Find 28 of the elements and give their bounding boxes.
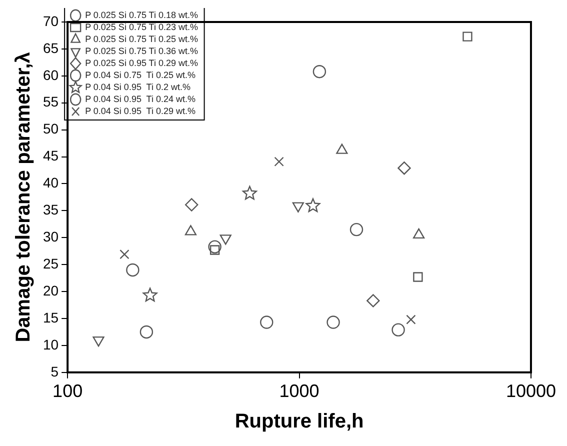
y-tick-label: 55 (42, 94, 59, 110)
legend-label: P 0.04 Si 0.95 Ti 0.2 wt.% (85, 82, 190, 92)
legend-label: P 0.025 Si 0.75 Ti 0.25 wt.% (85, 34, 198, 44)
x-axis-title: Rupture life,h (234, 410, 364, 433)
y-tick-label: 50 (42, 120, 59, 137)
y-tick-label: 10 (42, 336, 59, 352)
y-tick-label: 70 (42, 12, 59, 29)
y-tick-label: 45 (42, 148, 59, 164)
y-axis-title: Damage tolerance parameter,λ (12, 52, 35, 342)
legend-label: P 0.04 Si 0.95 Ti 0.24 wt.% (85, 94, 196, 104)
legend-label: P 0.04 Si 0.75 Ti 0.25 wt.% (85, 70, 196, 80)
y-tick-label: 15 (42, 309, 59, 326)
y-tick-label: 40 (42, 174, 59, 191)
legend-label: P 0.025 Si 0.75 Ti 0.36 wt.% (85, 46, 198, 56)
y-tick-label: 35 (42, 202, 59, 218)
x-tick-label: 10000 (506, 381, 556, 402)
y-tick-label: 25 (42, 255, 59, 272)
x-tick-label: 1000 (279, 381, 320, 402)
x-tick-label: 100 (52, 381, 83, 402)
y-tick-label: 60 (42, 66, 59, 83)
y-tick-label: 20 (42, 282, 59, 298)
legend-label: P 0.04 Si 0.95 Ti 0.29 wt.% (85, 106, 196, 116)
y-tick-label: 5 (50, 363, 59, 380)
legend-label: P 0.025 Si 0.95 Ti 0.29 wt.% (85, 58, 198, 68)
y-tick-label: 65 (42, 40, 59, 56)
legend-label: P 0.025 Si 0.75 Ti 0.23 wt.% (85, 22, 198, 32)
legend-label: P 0.025 Si 0.75 Ti 0.18 wt.% (85, 10, 198, 20)
y-tick-label: 30 (42, 228, 59, 244)
